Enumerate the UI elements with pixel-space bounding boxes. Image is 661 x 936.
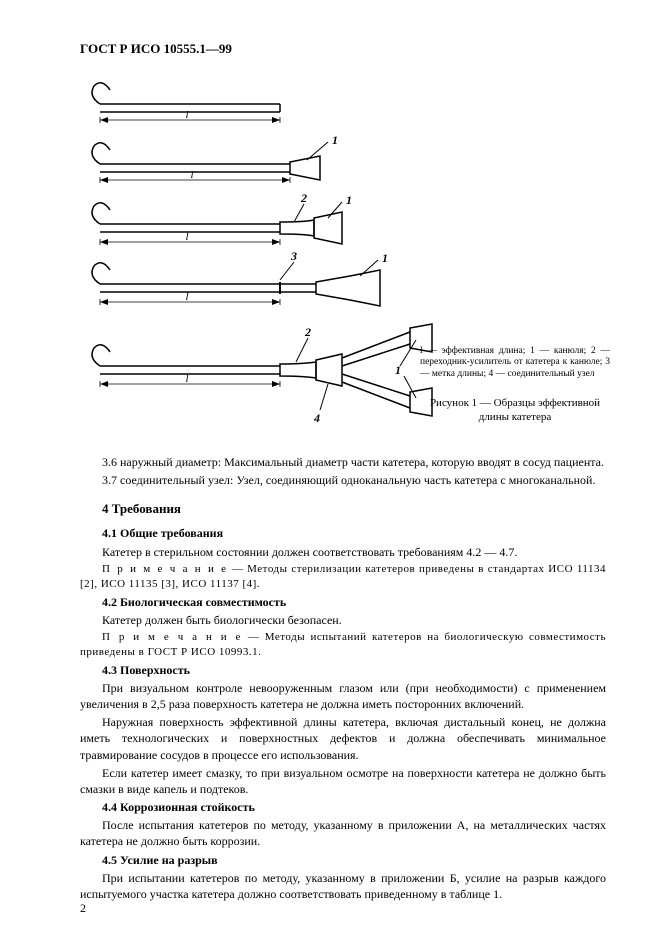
sub-4-4: 4.4 Коррозионная стойкость [80,799,606,815]
svg-text:l: l [185,291,188,303]
svg-text:1: 1 [346,193,352,207]
section-4-title: 4 Требования [102,500,606,518]
def-3-6: 3.6 наружный диаметр: Максимальный диаме… [80,454,606,470]
p-4-4-1: После испытания катетеров по методу, ука… [80,817,606,849]
svg-text:3: 3 [290,249,297,263]
figure-svg: l 1 l [80,76,600,446]
sub-4-5: 4.5 Усилие на разрыв [80,852,606,868]
body-text: 3.6 наружный диаметр: Максимальный диаме… [80,454,606,903]
doc-header: ГОСТ Р ИСО 10555.1—99 [80,40,606,58]
svg-text:l: l [185,231,188,243]
sub-4-3: 4.3 Поверхность [80,662,606,678]
svg-text:l: l [185,373,188,385]
svg-text:2: 2 [300,191,307,205]
figure-caption: Рисунок 1 — Образцы эффективной длины ка… [420,396,610,426]
p-4-3-3: Если катетер имеет смазку, то при визуал… [80,765,606,797]
sub-4-1: 4.1 Общие требования [80,525,606,541]
def-3-7: 3.7 соединительный узел: Узел, соединяющ… [80,472,606,488]
svg-text:1: 1 [332,133,338,147]
p-4-5-1: При испытании катетеров по методу, указа… [80,870,606,902]
note-4-1: П р и м е ч а н и е — Методы стерилизаци… [80,562,606,592]
svg-text:l: l [190,169,193,181]
p-4-3-2: Наружная поверхность эффективной длины к… [80,714,606,763]
p-4-3-1: При визуальном контроле невооруженным гл… [80,680,606,712]
p-4-2-1: Катетер должен быть биологически безопас… [80,612,606,628]
page-number: 2 [80,900,86,916]
svg-text:2: 2 [304,325,311,339]
figure-legend: l — эффективная длина; 1 — канюля; 2 — п… [420,346,610,382]
p-4-1-1: Катетер в стерильном состоянии должен со… [80,544,606,560]
figure-1: l 1 l [80,76,600,446]
note-4-2: П р и м е ч а н и е — Методы испытаний к… [80,630,606,660]
svg-text:1: 1 [395,363,401,377]
svg-text:l: l [185,109,188,121]
svg-text:1: 1 [382,251,388,265]
sub-4-2: 4.2 Биологическая совместимость [80,594,606,610]
svg-text:4: 4 [313,411,320,425]
